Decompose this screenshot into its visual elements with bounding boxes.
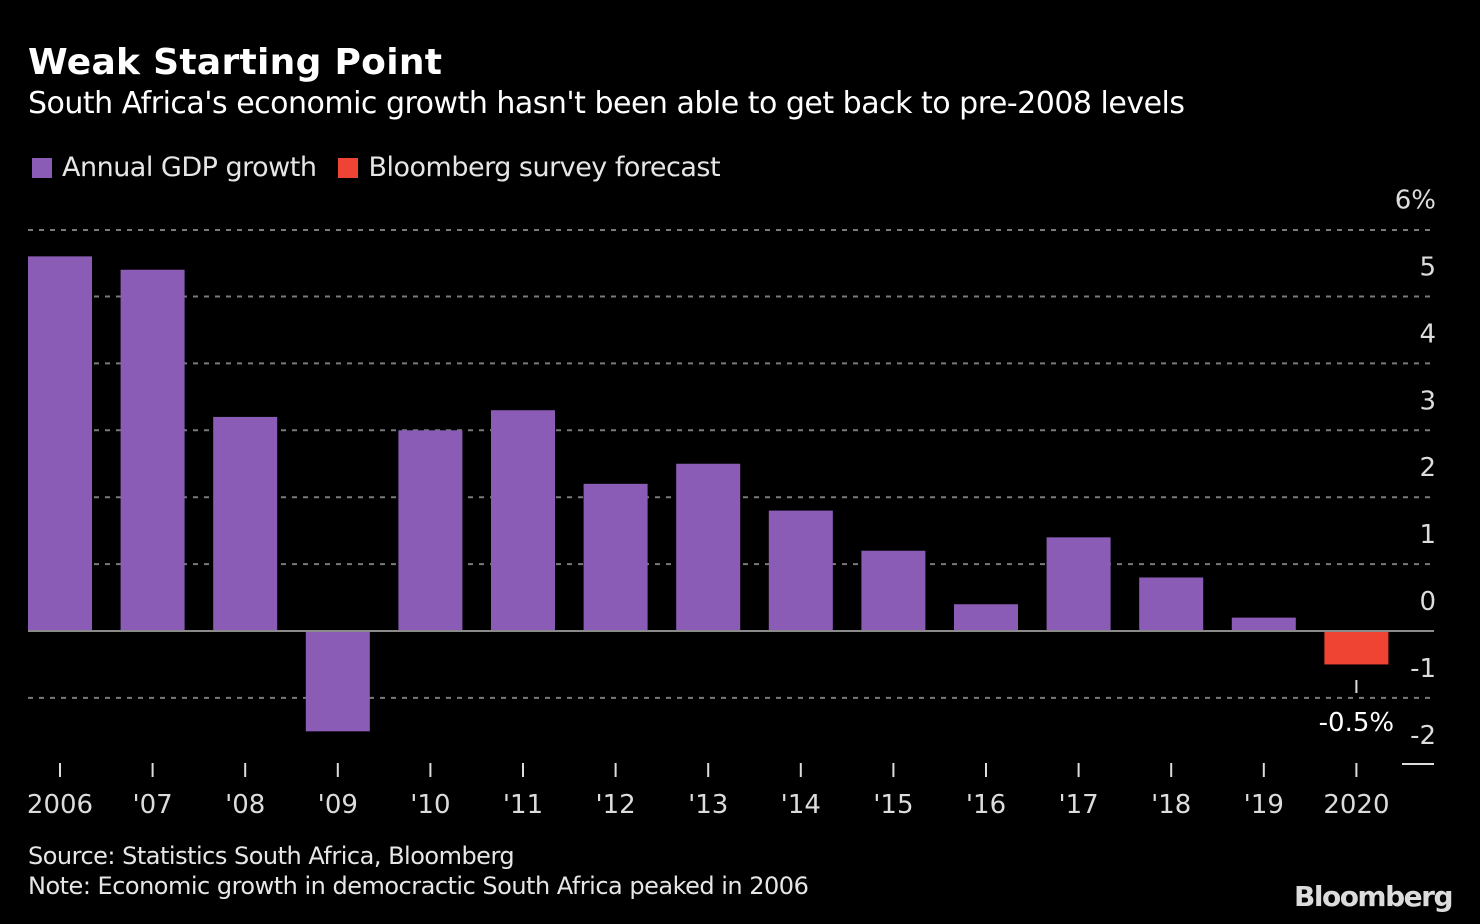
bar-gdp-11 <box>491 410 555 631</box>
x-tick-label: '16 <box>966 790 1006 820</box>
bar-gdp-17 <box>1046 537 1111 631</box>
bar-forecast-2020 <box>1324 631 1389 665</box>
bar-gdp-2006 <box>28 256 92 631</box>
footnote: Note: Economic growth in democractic Sou… <box>28 872 809 900</box>
bar-gdp-19 <box>1231 617 1296 631</box>
source-note: Source: Statistics South Africa, Bloombe… <box>28 842 515 870</box>
bar-gdp-14 <box>768 510 833 631</box>
legend-label-gdp: Annual GDP growth <box>62 152 317 183</box>
x-tick-label: '17 <box>1058 790 1098 820</box>
legend: Annual GDP growth Bloomberg survey forec… <box>32 152 742 183</box>
y-tick-label: -2 <box>1410 721 1436 751</box>
legend-label-forecast: Bloomberg survey forecast <box>368 152 721 183</box>
x-tick-label: '18 <box>1151 790 1191 820</box>
bar-gdp-16 <box>954 604 1018 631</box>
y-tick-label: -1 <box>1410 654 1436 684</box>
x-tick-label: '07 <box>132 790 172 820</box>
x-tick-label: '11 <box>503 790 543 820</box>
legend-item-forecast: Bloomberg survey forecast <box>338 152 721 183</box>
bar-gdp-18 <box>1139 577 1204 631</box>
bar-gdp-15 <box>861 550 926 631</box>
bar-gdp-12 <box>583 483 648 631</box>
bar-gdp-09 <box>305 631 370 732</box>
x-tick-label: '19 <box>1244 790 1284 820</box>
y-tick-label: 2 <box>1419 453 1436 483</box>
chart-subtitle: South Africa's economic growth hasn't be… <box>28 86 1185 121</box>
x-tick-label: '13 <box>688 790 728 820</box>
y-tick-label: 3 <box>1419 386 1436 416</box>
y-tick-label: 6% <box>1395 186 1436 216</box>
x-tick-label: '14 <box>781 790 821 820</box>
x-tick-label: 2020 <box>1323 790 1389 820</box>
x-tick-label: 2006 <box>27 790 93 820</box>
x-tick-label: '10 <box>410 790 450 820</box>
x-tick-label: '09 <box>318 790 358 820</box>
bar-gdp-13 <box>676 463 741 631</box>
y-tick-label: 4 <box>1419 319 1436 349</box>
bar-gdp-10 <box>398 430 463 631</box>
annotation-label: -0.5% <box>1319 708 1394 738</box>
x-tick-label: '08 <box>225 790 265 820</box>
bloomberg-logo: Bloomberg <box>1294 880 1453 913</box>
y-tick-label: 1 <box>1419 520 1436 550</box>
x-tick-label: '15 <box>873 790 913 820</box>
x-tick-label: '12 <box>595 790 635 820</box>
y-tick-label: 5 <box>1419 253 1436 283</box>
bar-gdp-08 <box>213 416 278 631</box>
bar-gdp-07 <box>120 269 185 631</box>
y-tick-label: 0 <box>1419 587 1436 617</box>
legend-swatch-forecast <box>338 157 359 178</box>
legend-item-gdp: Annual GDP growth <box>32 152 317 183</box>
legend-swatch-gdp <box>32 157 52 178</box>
chart-title: Weak Starting Point <box>28 42 443 83</box>
